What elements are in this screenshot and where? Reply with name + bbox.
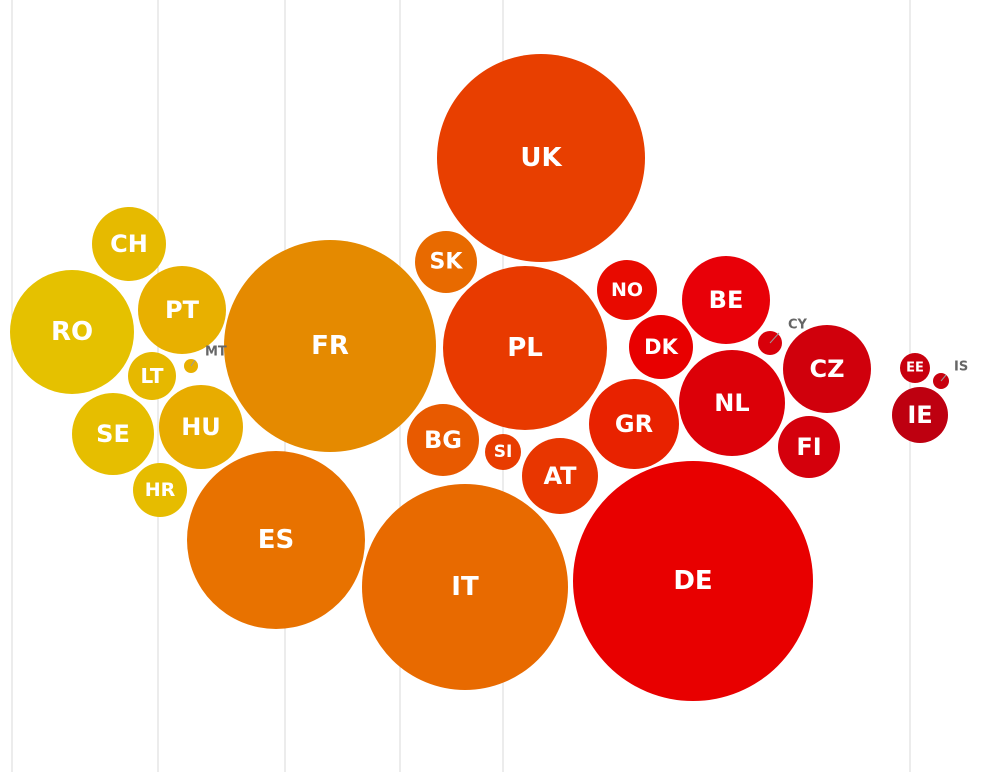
label-lt: LT: [140, 364, 163, 388]
label-it: IT: [451, 572, 479, 602]
bubble-es[interactable]: [187, 451, 365, 629]
label-es: ES: [258, 525, 295, 555]
labels-layer: RO CH PT LT MT SE HU HR FR ES IT SK BG SI UK PL AT GR NO DK…: [51, 143, 968, 602]
leader-line-mt: [190, 359, 196, 367]
label-se: SE: [96, 420, 130, 448]
label-at: AT: [543, 462, 577, 490]
bubble-fr[interactable]: [224, 240, 436, 452]
leader-line-is: [940, 374, 947, 382]
label-de: DE: [673, 566, 712, 596]
bubble-ee[interactable]: [900, 353, 930, 383]
bubble-it[interactable]: [362, 484, 568, 690]
bubble-cz[interactable]: [783, 325, 871, 413]
bubble-sk[interactable]: [415, 231, 477, 293]
label-uk: UK: [520, 143, 562, 173]
bubble-se[interactable]: [72, 393, 154, 475]
label-pl: PL: [507, 333, 543, 363]
bubble-at[interactable]: [522, 438, 598, 514]
label-dk: DK: [644, 335, 678, 359]
bubble-be[interactable]: [682, 256, 770, 344]
label-is: IS: [954, 360, 968, 375]
bubble-ro[interactable]: [10, 270, 134, 394]
label-mt: MT: [205, 345, 227, 360]
bubble-fi[interactable]: [778, 416, 840, 478]
bubble-no[interactable]: [597, 260, 657, 320]
label-si: SI: [494, 442, 513, 462]
leader-line-cy: [769, 332, 780, 344]
bubble-gr[interactable]: [589, 379, 679, 469]
bubble-si[interactable]: [485, 434, 521, 470]
bubbles-layer: [10, 54, 949, 701]
bubble-de[interactable]: [573, 461, 813, 701]
label-fi: FI: [796, 433, 821, 461]
bubble-bg[interactable]: [407, 404, 479, 476]
label-be: BE: [709, 286, 744, 314]
label-hu: HU: [181, 413, 221, 441]
label-ee: EE: [906, 361, 924, 376]
label-cz: CZ: [809, 355, 844, 383]
bubble-lt[interactable]: [128, 352, 176, 400]
label-cy: CY: [788, 318, 808, 333]
label-gr: GR: [615, 410, 653, 438]
label-bg: BG: [424, 426, 462, 454]
label-ie: IE: [907, 401, 932, 429]
bubble-ie[interactable]: [892, 387, 948, 443]
label-fr: FR: [311, 331, 349, 361]
bubble-pt[interactable]: [138, 266, 226, 354]
bubble-pl[interactable]: [443, 266, 607, 430]
bubble-ch[interactable]: [92, 207, 166, 281]
label-hr: HR: [145, 479, 176, 501]
bubble-hr[interactable]: [133, 463, 187, 517]
label-sk: SK: [430, 250, 464, 275]
label-pt: PT: [165, 296, 200, 324]
bubble-dk[interactable]: [629, 315, 693, 379]
label-ch: CH: [110, 230, 148, 258]
bubble-uk[interactable]: [437, 54, 645, 262]
label-nl: NL: [714, 389, 749, 417]
label-ro: RO: [51, 317, 93, 347]
label-no: NO: [611, 279, 643, 301]
bubble-nl[interactable]: [679, 350, 785, 456]
bubble-hu[interactable]: [159, 385, 243, 469]
